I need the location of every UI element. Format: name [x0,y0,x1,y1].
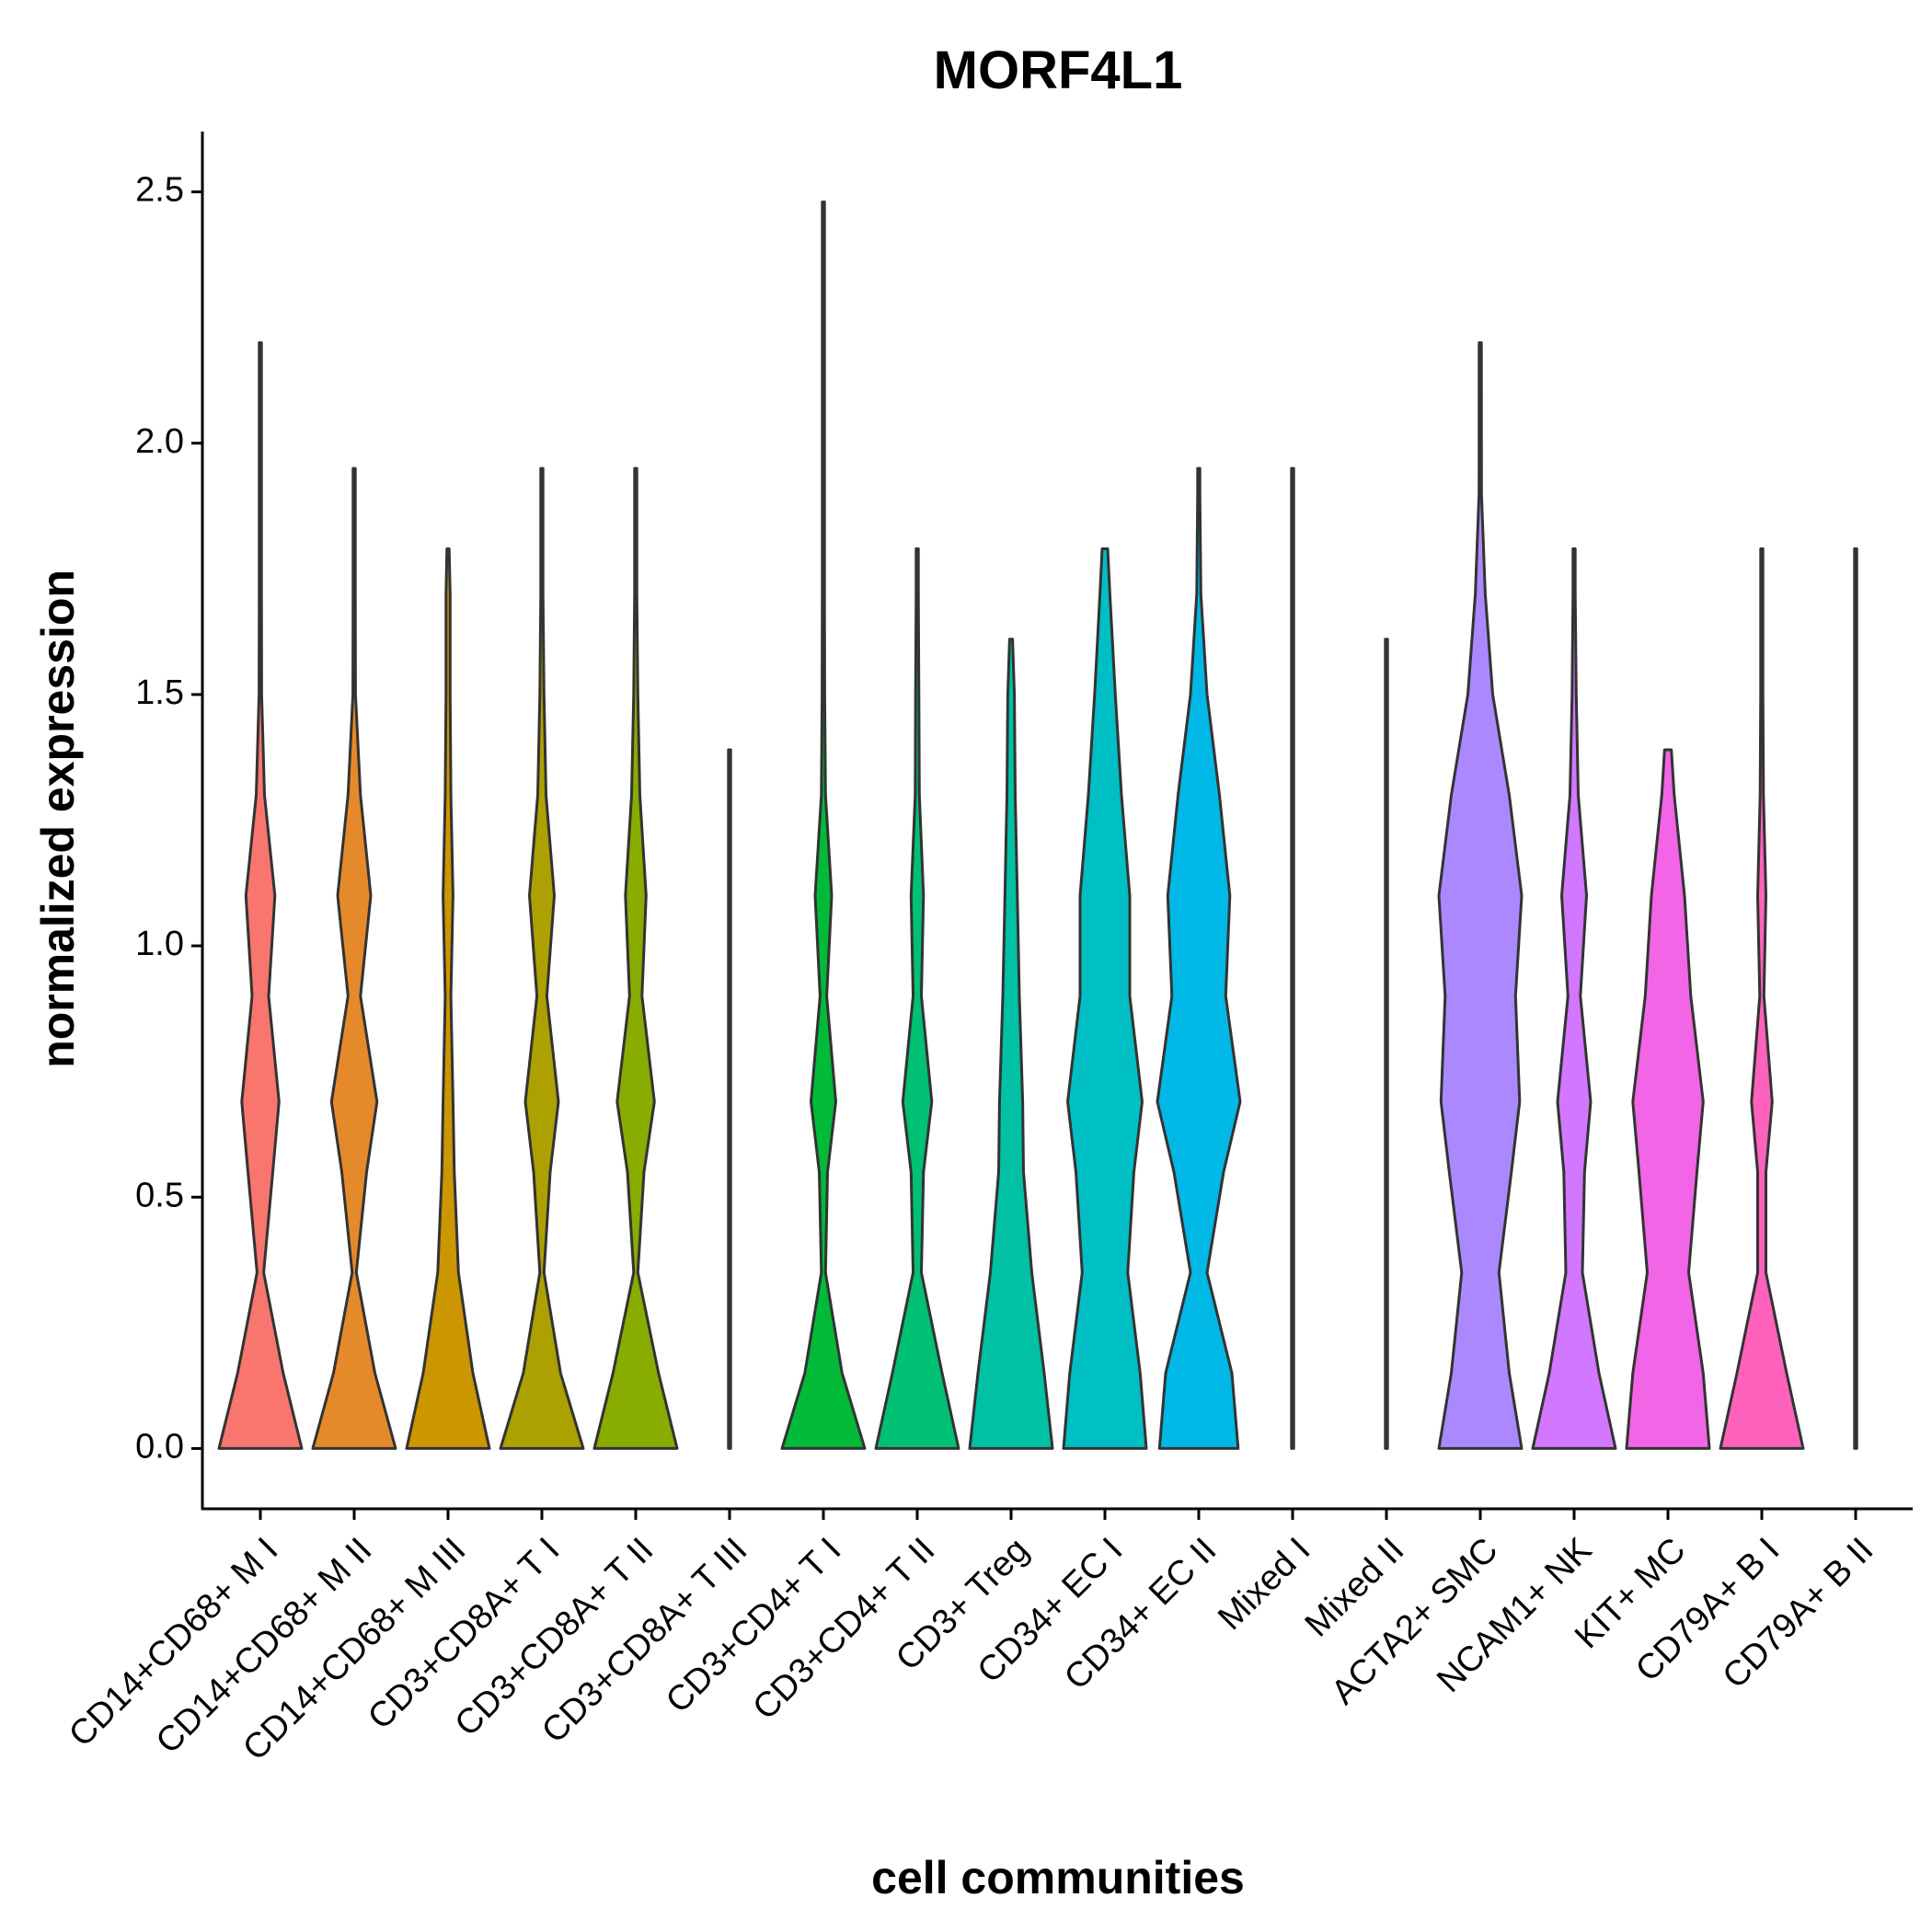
x-axis-title: cell communities [871,1852,1245,1903]
y-tick-label: 2.5 [135,171,184,210]
violin [499,466,585,1450]
violin [968,638,1054,1450]
chart-title: MORF4L1 [934,40,1183,100]
y-tick-label: 1.5 [135,673,184,712]
violin [592,466,679,1450]
violin [727,748,732,1450]
y-tick-label: 1.0 [135,925,184,963]
y-tick-label: 0.0 [135,1427,184,1466]
y-tick-label: 2.0 [135,422,184,461]
violin [1156,466,1242,1450]
violin [1290,466,1295,1450]
violin [1531,547,1617,1450]
y-tick-label: 0.5 [135,1176,184,1214]
violin [1625,748,1711,1450]
violin [1062,547,1148,1450]
violin [217,341,304,1450]
violin [874,547,960,1450]
violin [1719,547,1805,1450]
violin [1437,341,1524,1450]
violin [405,547,491,1450]
violin [1853,547,1858,1450]
violin [311,466,397,1450]
x-tick-label: ACTA2+ SMC [1324,1531,1505,1712]
violin [1384,638,1389,1450]
violin [780,201,867,1450]
y-axis-title: normalized expression [32,569,84,1068]
